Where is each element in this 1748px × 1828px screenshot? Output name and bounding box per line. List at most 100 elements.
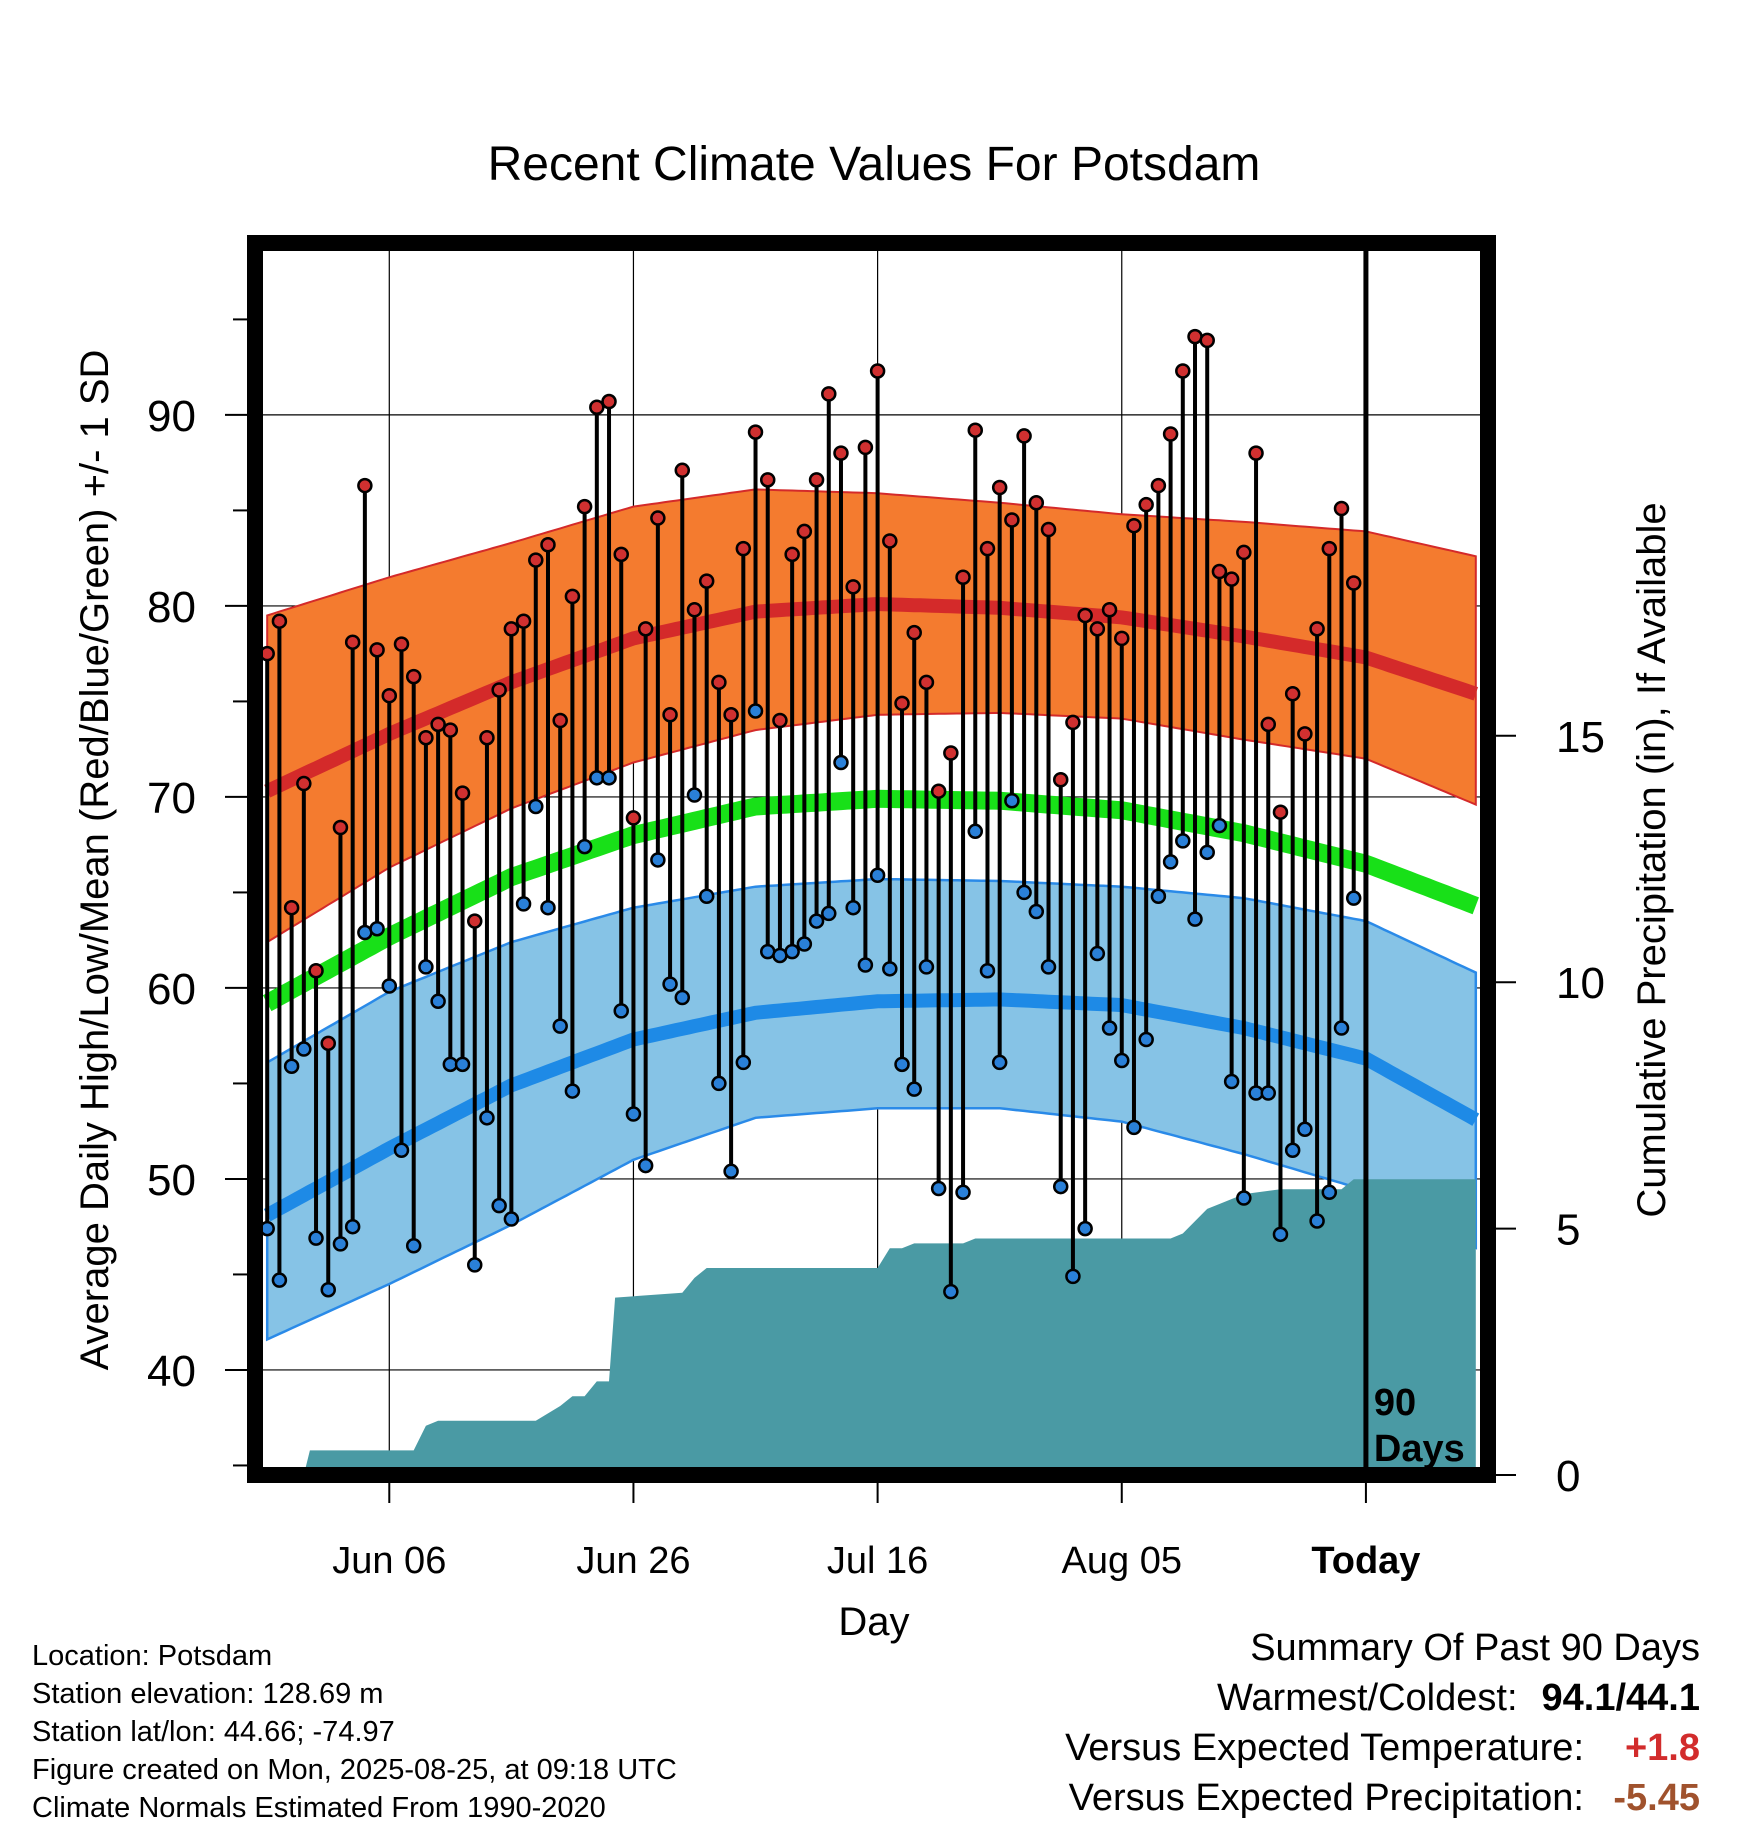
low-point [637, 1157, 654, 1174]
high-point [454, 785, 471, 801]
low-point [1114, 1052, 1130, 1069]
high-point [332, 819, 349, 836]
x-tick-label: Jun 26 [576, 1540, 690, 1582]
plot-frame [247, 235, 1496, 1483]
low-point [296, 1041, 312, 1057]
low-point [955, 1184, 971, 1201]
high-point [1333, 500, 1350, 517]
low-point [1162, 854, 1179, 870]
high-point [430, 716, 446, 733]
x-tick-label: Jul 16 [827, 1540, 928, 1582]
high-point [698, 573, 715, 589]
summary-value: -5.45 [1613, 1777, 1700, 1819]
high-point [1150, 477, 1167, 494]
y-tick-label: 90 [147, 392, 196, 441]
high-point [1260, 716, 1277, 733]
low-point [882, 961, 898, 977]
high-point [418, 729, 434, 746]
high-point [930, 783, 947, 799]
low-point [1150, 888, 1167, 904]
normal-high-line [264, 596, 1478, 798]
plot-border [247, 235, 1496, 1483]
low-point [601, 770, 617, 786]
low-point [821, 905, 837, 922]
high-point [393, 636, 410, 652]
elevation-text: Station elevation: 128.69 m [32, 1678, 384, 1710]
high-point [686, 601, 703, 618]
high-point [1101, 601, 1118, 618]
low-point [1089, 945, 1106, 962]
low-point [393, 1142, 410, 1159]
high-point [1016, 428, 1032, 444]
y2-tick-label: 15 [1556, 713, 1605, 762]
high-point [979, 540, 996, 557]
high-point [271, 613, 288, 629]
precipitation-area [267, 1179, 1476, 1475]
high-point [540, 537, 556, 553]
summary-value: +1.8 [1624, 1727, 1700, 1769]
high-point [1284, 686, 1301, 702]
high-point [674, 462, 691, 479]
high-point [1089, 621, 1106, 637]
x-tick-label: Jun 06 [332, 1540, 446, 1582]
low-point [1077, 1220, 1093, 1237]
high-point [1114, 630, 1130, 647]
low-point [1126, 1119, 1142, 1136]
low-point [1016, 884, 1032, 901]
low-point [967, 823, 984, 840]
high-point [576, 498, 593, 515]
low-point [1223, 1073, 1240, 1090]
chart-title: Recent Climate Values For Potsdam [488, 138, 1261, 191]
high-point [1199, 332, 1215, 349]
high-point [442, 722, 459, 738]
high-point [1236, 544, 1252, 561]
low-point [1284, 1142, 1301, 1159]
high-point [821, 386, 837, 402]
high-point [723, 707, 739, 723]
high-point [466, 913, 483, 929]
low-point [943, 1283, 959, 1300]
high-point [1162, 426, 1179, 442]
low-point [405, 1238, 422, 1254]
low-point [515, 896, 532, 912]
high-point [1309, 621, 1325, 637]
high-point [344, 634, 361, 650]
normal-low-line [263, 992, 1480, 1222]
high-point [552, 712, 568, 729]
high-point [1028, 495, 1045, 511]
low-point [552, 1018, 568, 1034]
high-point [1052, 771, 1069, 788]
low-point [1236, 1190, 1252, 1206]
low-point [711, 1075, 727, 1092]
high-point [833, 445, 849, 461]
low-point [528, 798, 544, 815]
high-point [796, 523, 813, 540]
high-point [735, 540, 752, 557]
high-point [625, 810, 642, 826]
low-point [1345, 890, 1362, 906]
high-point [857, 439, 874, 456]
created-text: Figure created on Mon, 2025-08-25, at 09… [32, 1754, 677, 1786]
y2-axis-label: Cumulative Precipitation (in), If Availa… [1630, 502, 1674, 1217]
high-point [601, 393, 617, 410]
low-point [503, 1211, 520, 1227]
high-point [637, 621, 654, 637]
low-point [1199, 844, 1215, 861]
high-point [320, 1035, 336, 1052]
high-point [1126, 517, 1142, 534]
low-point [930, 1180, 947, 1197]
low-point [369, 920, 385, 937]
low-point [1309, 1213, 1325, 1229]
low-point [1101, 1020, 1118, 1036]
low-point [808, 913, 825, 929]
summary-label: Warmest/Coldest: [1216, 1677, 1518, 1719]
high-point [772, 712, 788, 729]
high-point [357, 477, 373, 494]
high-point [906, 624, 922, 641]
y-tick-label: 40 [147, 1347, 196, 1396]
normals-text: Climate Normals Estimated From 1990-2020 [32, 1792, 606, 1824]
high-point [1065, 714, 1081, 731]
station-info: Location: Potsdam Station elevation: 128… [32, 1637, 677, 1827]
low-point [1321, 1184, 1338, 1201]
